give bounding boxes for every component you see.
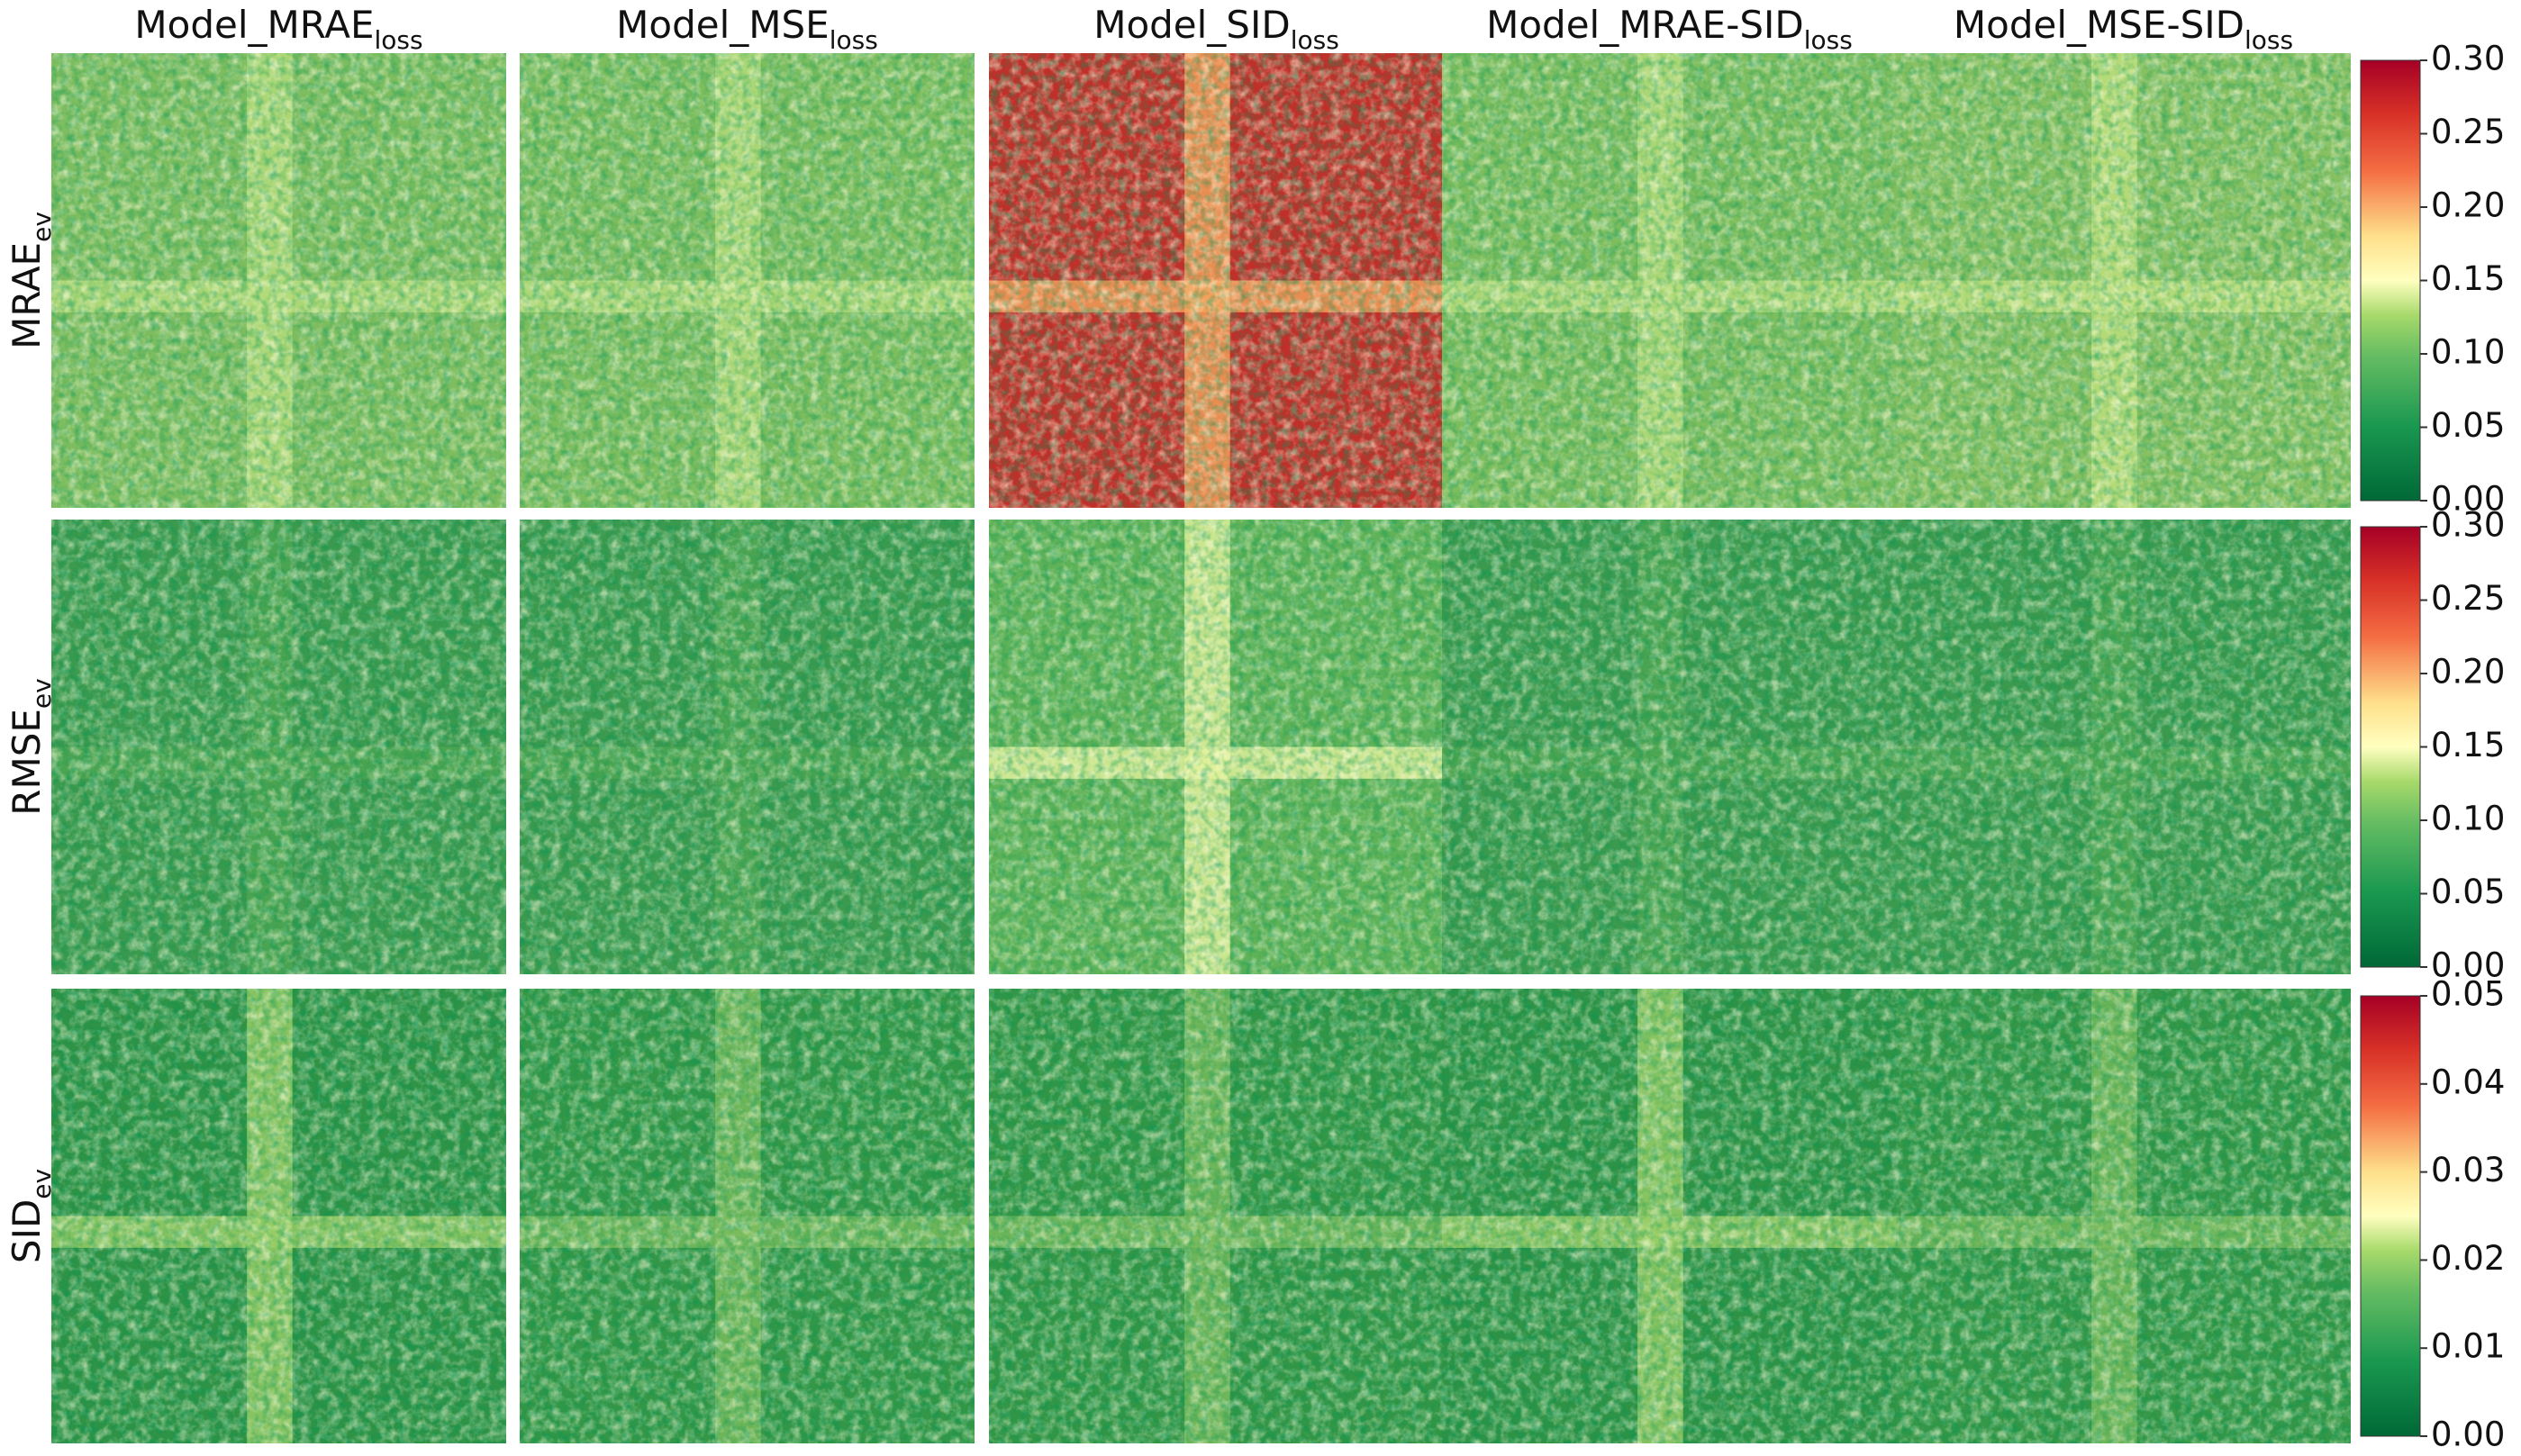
heatmap-panel — [51, 53, 506, 508]
colorbar-tick-label: 0.00 — [2431, 1415, 2505, 1454]
column-title: Model_MSE-SIDloss — [1954, 3, 2293, 55]
column-title: Model_SIDloss — [1093, 3, 1339, 55]
panel-texture-dark — [1896, 520, 2351, 974]
colorbar-tick-label: 0.30 — [2431, 506, 2505, 545]
heatmap-panel — [1442, 989, 1897, 1443]
panel-texture-dark — [1442, 989, 1897, 1443]
colorbar-tick-label: 0.25 — [2431, 579, 2505, 618]
panel-texture-dark — [1442, 520, 1897, 974]
colorbar-tick-label: 0.05 — [2431, 873, 2505, 911]
colorbar-tick-label: 0.02 — [2431, 1239, 2505, 1278]
panel-texture-dark — [51, 53, 506, 508]
colorbar-tick-label: 0.15 — [2431, 726, 2505, 764]
panel-texture-dark — [989, 53, 1444, 508]
colorbar-tick-label: 0.00 — [2431, 480, 2505, 519]
row-label-main: RMSE — [5, 709, 49, 816]
column-title-main: Model_MSE-SID — [1954, 3, 2244, 47]
column-title: Model_MRAEloss — [134, 3, 422, 55]
heatmap-panel — [520, 989, 975, 1443]
panel-texture-dark — [520, 53, 975, 508]
heatmap-panel — [1896, 53, 2351, 508]
column-title-sub: loss — [2244, 25, 2293, 55]
heatmap-panel — [520, 520, 975, 974]
colorbar — [2360, 59, 2421, 502]
column-title-sub: loss — [830, 25, 878, 55]
colorbar-tick-label: 0.05 — [2431, 406, 2505, 445]
colorbar-tick-label: 0.05 — [2431, 975, 2505, 1014]
colorbar-tick-label: 0.30 — [2431, 40, 2505, 78]
panel-texture-dark — [1442, 53, 1897, 508]
heatmap-panel — [989, 53, 1444, 508]
colorbar — [2360, 995, 2421, 1437]
column-title-main: Model_MRAE — [134, 3, 374, 47]
panel-texture-dark — [520, 989, 975, 1443]
column-title-sub: loss — [375, 25, 423, 55]
row-label-main: SID — [5, 1199, 49, 1263]
heatmap-panel — [51, 520, 506, 974]
row-label-main: MRAE — [5, 242, 49, 349]
row-label: MRAEev — [5, 212, 57, 349]
row-label: SIDev — [5, 1169, 57, 1263]
panel-texture-dark — [51, 989, 506, 1443]
panel-texture-dark — [1896, 989, 2351, 1443]
heatmap-panel — [1442, 520, 1897, 974]
heatmap-panel — [51, 989, 506, 1443]
column-title-sub: loss — [1291, 25, 1339, 55]
row-label: RMSEev — [5, 678, 57, 815]
colorbar-tick-label: 0.03 — [2431, 1151, 2505, 1189]
heatmap-panel — [1896, 989, 2351, 1443]
heatmap-panel — [989, 989, 1444, 1443]
column-title: Model_MRAE-SIDloss — [1486, 3, 1853, 55]
panel-texture-dark — [51, 520, 506, 974]
column-title: Model_MSEloss — [616, 3, 878, 55]
column-title-sub: loss — [1804, 25, 1853, 55]
heatmap-panel — [989, 520, 1444, 974]
colorbar — [2360, 526, 2421, 968]
colorbar-tick-label: 0.15 — [2431, 259, 2505, 298]
colorbar-tick-label: 0.00 — [2431, 946, 2505, 985]
column-title-main: Model_SID — [1093, 3, 1291, 47]
column-title-main: Model_MSE — [616, 3, 830, 47]
column-title-main: Model_MRAE-SID — [1486, 3, 1804, 47]
heatmap-panel — [520, 53, 975, 508]
panel-texture-dark — [1896, 53, 2351, 508]
colorbar-tick-label: 0.10 — [2431, 800, 2505, 838]
colorbar-tick-label: 0.04 — [2431, 1063, 2505, 1101]
colorbar-tick-label: 0.20 — [2431, 653, 2505, 692]
colorbar-tick-label: 0.25 — [2431, 113, 2505, 151]
heatmap-panel — [1896, 520, 2351, 974]
heatmap-panel — [1442, 53, 1897, 508]
panel-texture-dark — [520, 520, 975, 974]
panel-texture-dark — [989, 989, 1444, 1443]
panel-texture-dark — [989, 520, 1444, 974]
colorbar-tick-label: 0.20 — [2431, 186, 2505, 225]
colorbar-tick-label: 0.10 — [2431, 333, 2505, 372]
colorbar-tick-label: 0.01 — [2431, 1327, 2505, 1366]
